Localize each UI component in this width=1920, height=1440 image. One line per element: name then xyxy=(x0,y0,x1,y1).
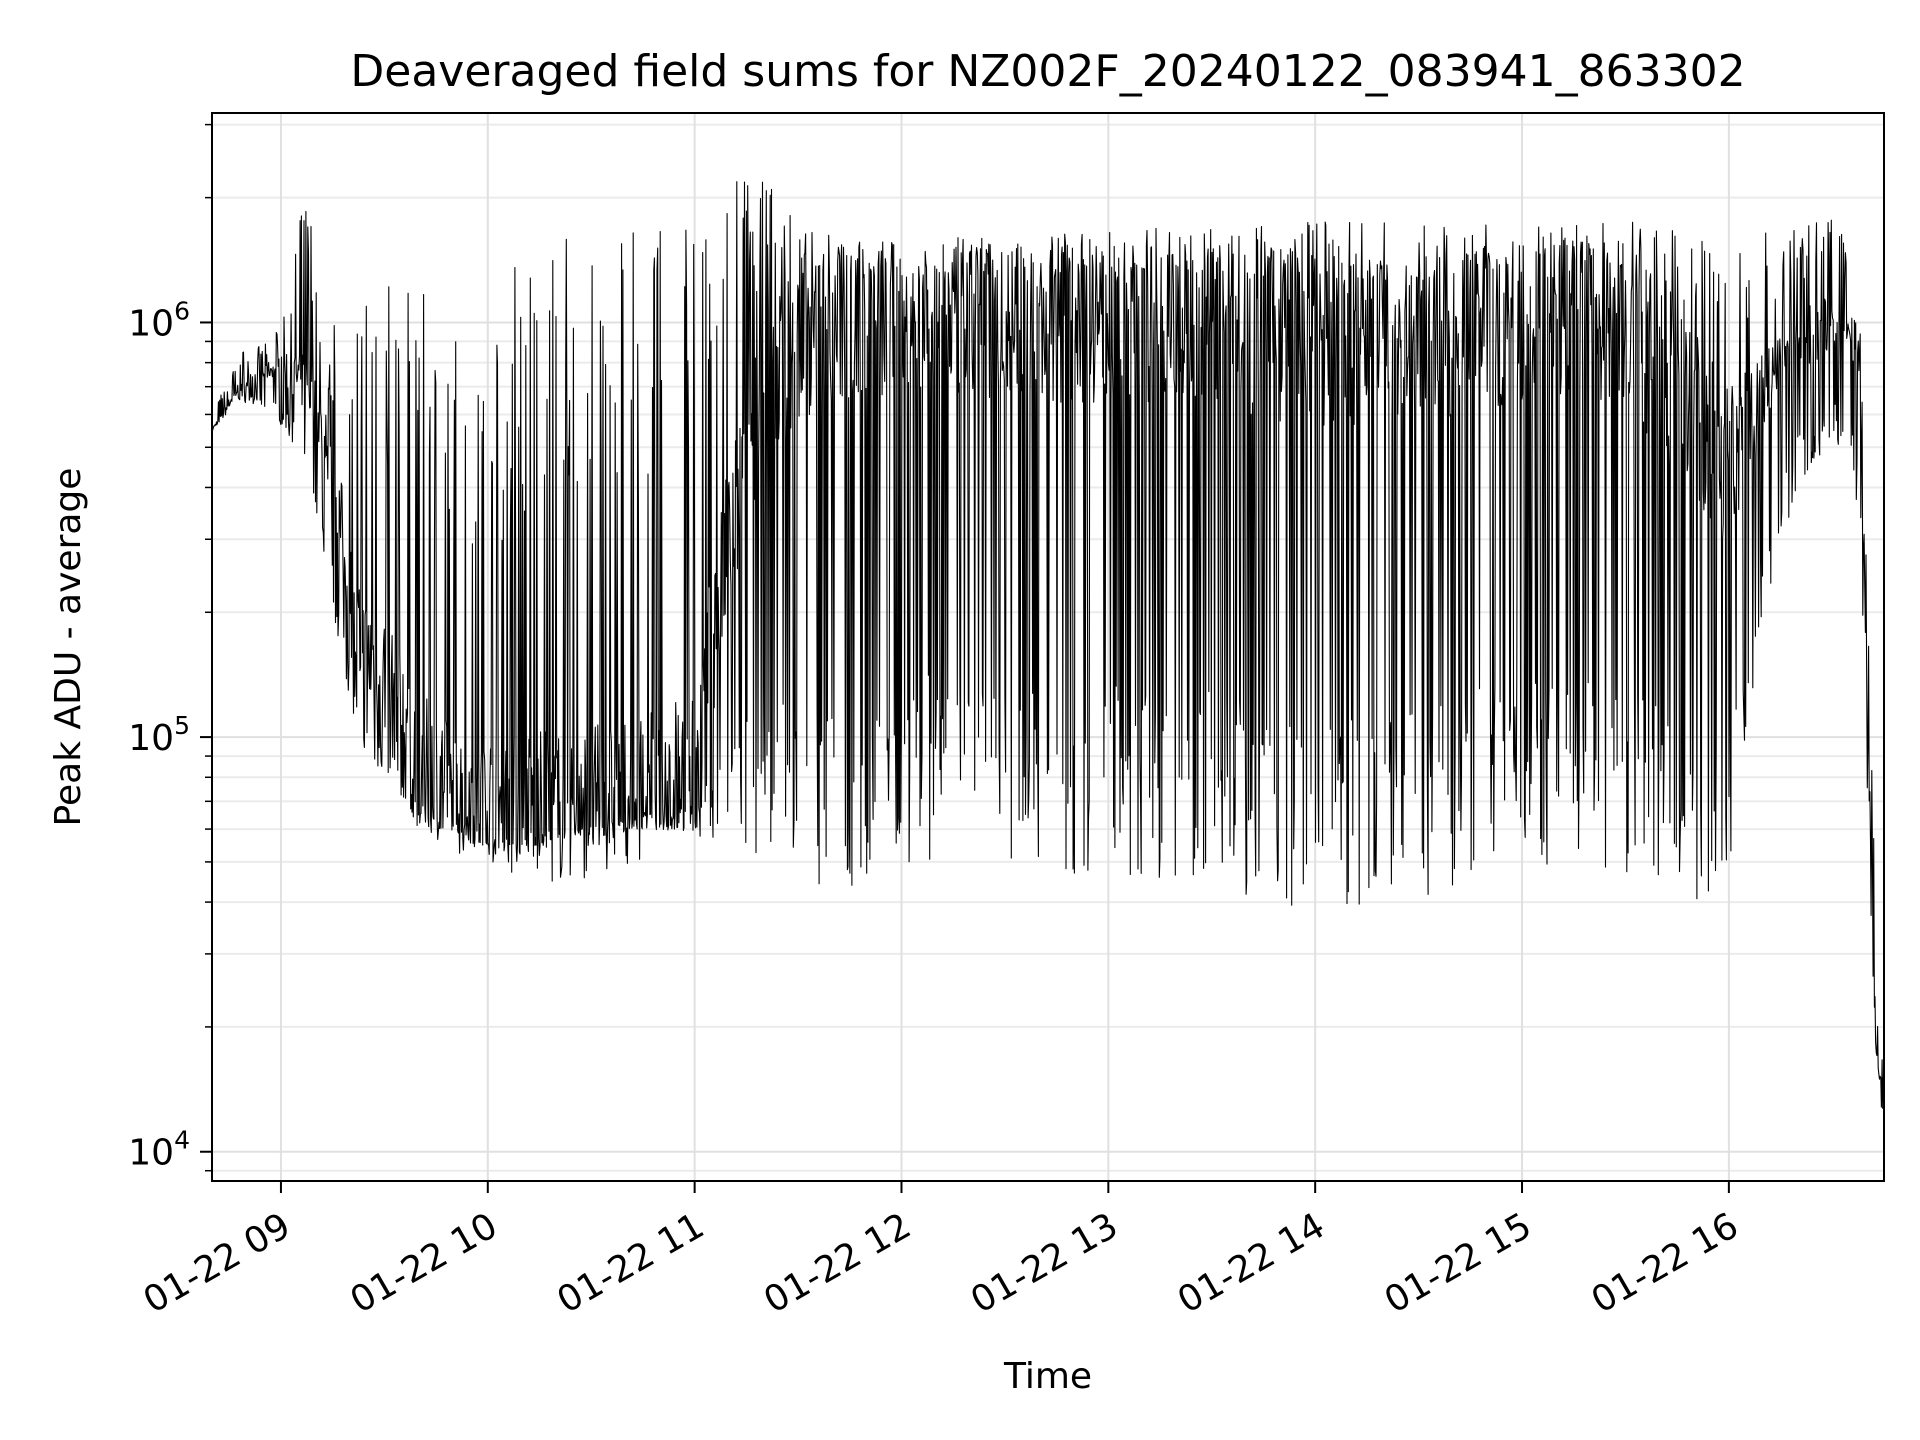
x-axis-label: Time xyxy=(1003,1356,1092,1397)
y-tick-label: 106 xyxy=(128,296,190,344)
y-axis: 104 105 106 xyxy=(128,123,212,1174)
series-group xyxy=(211,181,1885,1132)
y-tick-label: 105 xyxy=(128,711,190,759)
plot-frame xyxy=(211,112,1885,1182)
y-axis-label: Peak ADU - average xyxy=(48,468,89,827)
series-line xyxy=(211,181,1885,1132)
y-tick-label: 104 xyxy=(128,1126,190,1174)
chart-title: Deaveraged field sums for NZ002F_2024012… xyxy=(350,46,1745,97)
